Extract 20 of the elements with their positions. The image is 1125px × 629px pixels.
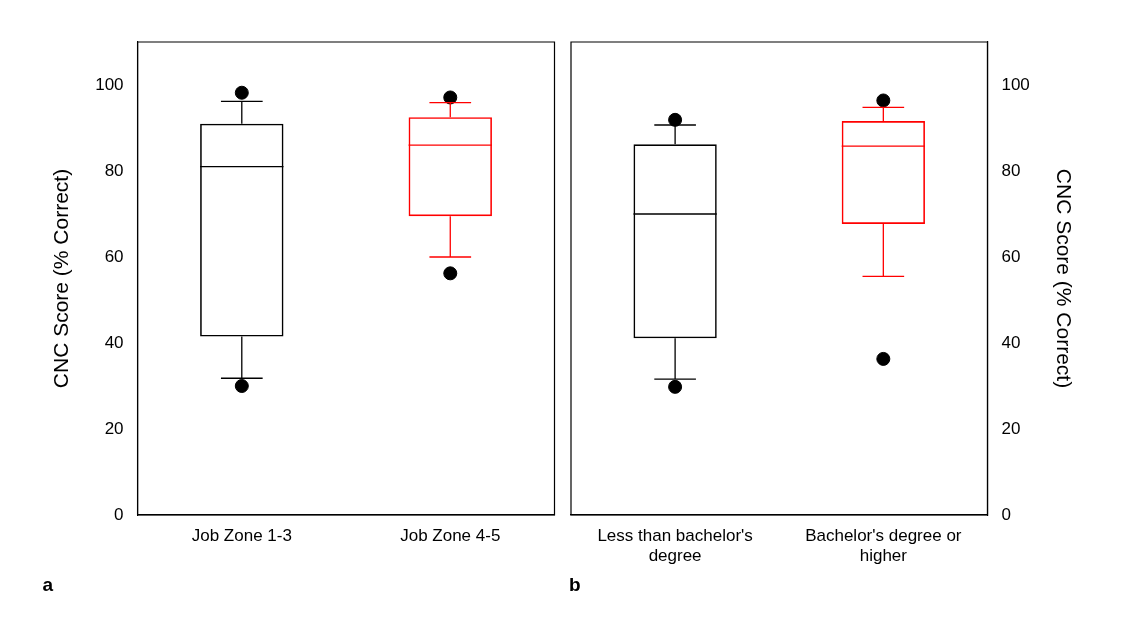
y-tick-label: 20 <box>104 418 124 438</box>
x-tick-label: Bachelor's degree or higher <box>805 525 962 566</box>
y-tick-label: 0 <box>114 504 124 524</box>
y-tick-label: 80 <box>104 160 124 180</box>
y2-tick-label: 0 <box>1001 504 1011 524</box>
x-tick-label: Job Zone 1-3 <box>191 525 292 545</box>
y-tick-label: 60 <box>104 246 124 266</box>
y2-axis-title: CNC Score (% Correct) <box>1052 168 1076 389</box>
y-tick-label: 40 <box>104 332 124 352</box>
x-tick-label: Job Zone 4-5 <box>400 525 501 545</box>
y2-tick-label: 60 <box>1001 246 1021 266</box>
y2-tick-label: 20 <box>1001 418 1021 438</box>
y-tick-label: 100 <box>95 74 124 94</box>
y2-tick-label: 80 <box>1001 160 1021 180</box>
y2-tick-label: 40 <box>1001 332 1021 352</box>
x-tick-label: Less than bachelor's degree <box>597 525 753 566</box>
text: a <box>42 574 54 595</box>
y-axis-title: CNC Score (% Correct) <box>49 168 73 389</box>
y2-tick-label: 100 <box>1001 74 1030 94</box>
text: b <box>569 574 581 595</box>
